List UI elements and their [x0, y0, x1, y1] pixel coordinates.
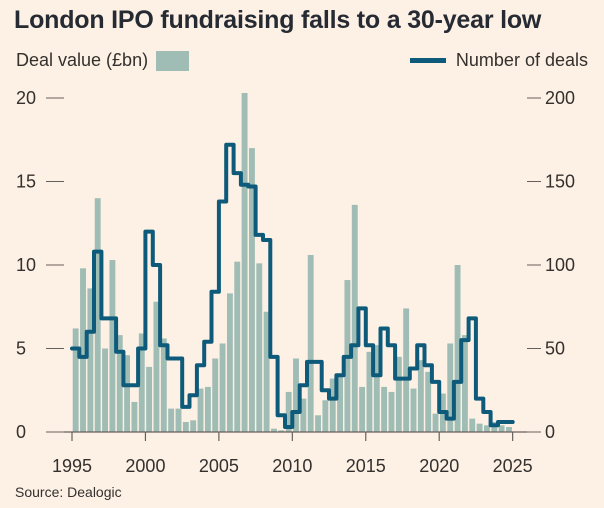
bar: [403, 308, 410, 432]
left-axis-tick-label: 0: [16, 422, 26, 442]
bar: [116, 335, 123, 432]
x-axis-tick-label: 2015: [346, 456, 386, 476]
bar: [226, 293, 233, 432]
bar: [80, 268, 86, 432]
bar: [248, 148, 255, 432]
bar: [241, 92, 248, 433]
x-axis-tick-label: 2010: [272, 456, 312, 476]
bar: [285, 391, 292, 432]
bar: [307, 254, 314, 432]
bar: [395, 356, 402, 432]
bar: [381, 386, 388, 432]
bar: [373, 345, 380, 432]
bar: [168, 408, 175, 432]
left-axis-tick-label: 10: [16, 255, 36, 275]
bar: [271, 428, 277, 432]
bar: [315, 415, 321, 432]
right-axis-tick-label: 200: [545, 88, 575, 108]
line-swatch-icon: [409, 58, 446, 63]
source-note: Source: Dealogic: [15, 484, 122, 500]
x-axis-tick-label: 2020: [419, 456, 459, 476]
bar: [109, 259, 116, 432]
bar: [197, 388, 204, 432]
left-axis-tick-label: 15: [16, 172, 36, 192]
bar: [432, 413, 439, 432]
bar-swatch-icon: [156, 50, 190, 71]
bar: [160, 338, 167, 432]
bar: [388, 391, 395, 432]
bar: [410, 388, 417, 432]
x-axis-tick-label: 2000: [125, 456, 165, 476]
bar: [498, 425, 505, 432]
bar: [102, 348, 108, 432]
legend-number-of-deals: Number of deals: [409, 50, 588, 71]
bar: [146, 366, 153, 432]
bar: [175, 408, 182, 432]
bar: [87, 288, 94, 432]
bar: [476, 423, 483, 432]
bar: [72, 328, 79, 432]
legend-deal-value-label: Deal value (£bn): [16, 50, 149, 70]
bar: [454, 265, 461, 432]
bar: [417, 360, 424, 432]
bar: [506, 426, 512, 432]
bar: [153, 301, 160, 432]
bar: [278, 430, 285, 432]
right-axis-tick-label: 50: [545, 339, 565, 359]
x-axis-tick-label: 2025: [493, 456, 533, 476]
bar: [124, 355, 131, 432]
right-axis-tick-label: 100: [545, 255, 575, 275]
bar: [447, 343, 454, 432]
bar: [219, 343, 226, 432]
bar: [94, 198, 101, 432]
right-axis-tick-label: 150: [545, 172, 575, 192]
legend-number-of-deals-label: Number of deals: [455, 50, 588, 70]
bar: [469, 418, 476, 432]
left-axis-tick-label: 5: [16, 339, 26, 359]
bar: [461, 335, 468, 432]
bar: [204, 386, 211, 432]
bar: [322, 400, 329, 432]
bar: [263, 311, 270, 432]
legend-deal-value: Deal value (£bn): [16, 50, 190, 71]
bar: [425, 371, 432, 432]
bar: [212, 358, 219, 432]
bar: [138, 333, 145, 432]
bar: [256, 263, 263, 432]
x-axis-tick-label: 2005: [199, 456, 239, 476]
bar: [351, 204, 358, 432]
bar: [337, 373, 344, 432]
x-axis-tick-label: 1995: [52, 456, 92, 476]
bar: [293, 358, 299, 432]
bar: [366, 351, 373, 432]
chart-title: London IPO fundraising falls to a 30-yea…: [14, 6, 542, 34]
bar: [300, 398, 307, 432]
bar: [484, 425, 490, 432]
bar: [182, 421, 189, 432]
bar: [234, 261, 241, 432]
bar: [329, 378, 336, 432]
number-of-deals-line: [70, 142, 515, 429]
bar: [190, 420, 197, 432]
bar: [359, 386, 366, 432]
bar: [131, 401, 138, 432]
right-axis-tick-label: 0: [545, 422, 555, 442]
left-axis-tick-label: 20: [16, 88, 36, 108]
